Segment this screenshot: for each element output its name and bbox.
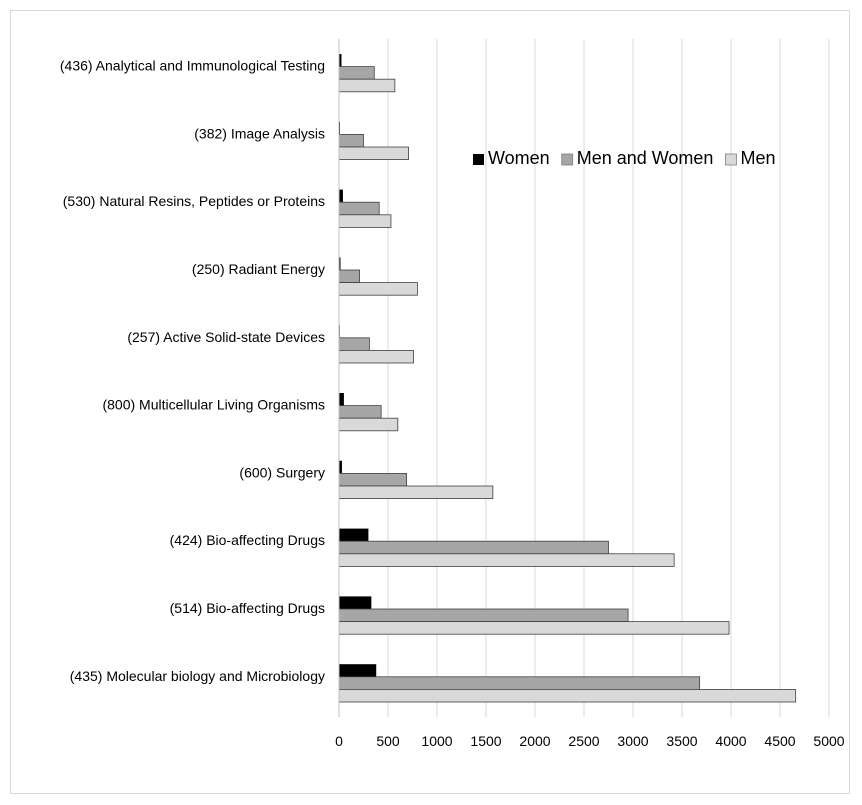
category-label: (257) Active Solid-state Devices xyxy=(127,329,325,345)
x-tick-label: 2500 xyxy=(568,733,599,749)
x-tick-labels: 0 500 1000 1500 2000 2500 3000 3500 4000 4500 5000 xyxy=(335,733,845,749)
gridlines xyxy=(387,39,830,717)
x-tick-label: 4500 xyxy=(764,733,795,749)
bar-men-and-women xyxy=(338,676,701,690)
bar-men-and-women xyxy=(338,608,629,623)
bar-men xyxy=(338,553,675,567)
legend: Women Men and Women Men xyxy=(473,148,775,168)
x-tick-label: 500 xyxy=(376,733,400,749)
bar-men xyxy=(338,417,399,432)
x-tick-label: 1000 xyxy=(421,733,452,749)
x-tick-label: 0 xyxy=(335,733,343,749)
bar-men xyxy=(338,282,418,296)
bar-women xyxy=(339,257,341,270)
bar-men-and-women xyxy=(338,134,364,148)
bar-women xyxy=(339,528,369,542)
bar-women xyxy=(339,189,343,203)
bar-women xyxy=(339,460,342,474)
x-tick-label: 3500 xyxy=(666,733,697,749)
x-tick-label: 5000 xyxy=(813,733,844,749)
bar-women xyxy=(339,664,377,677)
bar-men-and-women xyxy=(338,337,370,351)
x-tick-label: 1500 xyxy=(470,733,501,749)
bars xyxy=(338,54,797,703)
bar-men xyxy=(338,214,392,228)
bar-chart: (436) Analytical and Immunological Testi… xyxy=(60,39,845,749)
x-tick-label: 4000 xyxy=(715,733,746,749)
category-label: (382) Image Analysis xyxy=(194,125,325,141)
bar-men-and-women xyxy=(338,66,375,80)
bar-men-and-women xyxy=(338,405,382,419)
bar-women xyxy=(339,393,344,406)
bar-men xyxy=(338,146,409,161)
legend-swatch xyxy=(473,154,484,165)
category-label: (250) Radiant Energy xyxy=(192,261,325,277)
category-label: (600) Surgery xyxy=(239,464,325,480)
category-label: (424) Bio-affecting Drugs xyxy=(170,532,325,548)
legend-label: Men and Women xyxy=(577,148,714,168)
bar-men-and-women xyxy=(338,472,408,487)
bar-men xyxy=(338,349,414,364)
category-label: (435) Molecular biology and Microbiology xyxy=(70,668,325,684)
x-tick-label: 2000 xyxy=(519,733,550,749)
chart-area: (436) Analytical and Immunological Testi… xyxy=(10,10,850,794)
category-labels: (436) Analytical and Immunological Testi… xyxy=(60,58,325,684)
bar-men xyxy=(338,78,396,93)
bar-men xyxy=(338,485,494,500)
category-label: (436) Analytical and Immunological Testi… xyxy=(60,58,325,74)
bar-men xyxy=(338,689,797,703)
bar-women xyxy=(339,54,342,67)
bar-men xyxy=(338,621,730,635)
bar-men-and-women xyxy=(338,201,380,216)
bar-men-and-women xyxy=(338,269,360,284)
legend-label: Women xyxy=(488,148,550,168)
category-label: (514) Bio-affecting Drugs xyxy=(170,600,325,616)
bar-men-and-women xyxy=(338,540,609,555)
legend-swatch xyxy=(725,153,737,166)
category-label: (800) Multicellular Living Organisms xyxy=(102,397,325,413)
legend-label: Men xyxy=(740,148,775,168)
category-label: (530) Natural Resins, Peptides or Protei… xyxy=(63,193,325,209)
legend-swatch xyxy=(561,153,574,166)
bar-women xyxy=(339,596,372,609)
x-tick-label: 3000 xyxy=(617,733,648,749)
